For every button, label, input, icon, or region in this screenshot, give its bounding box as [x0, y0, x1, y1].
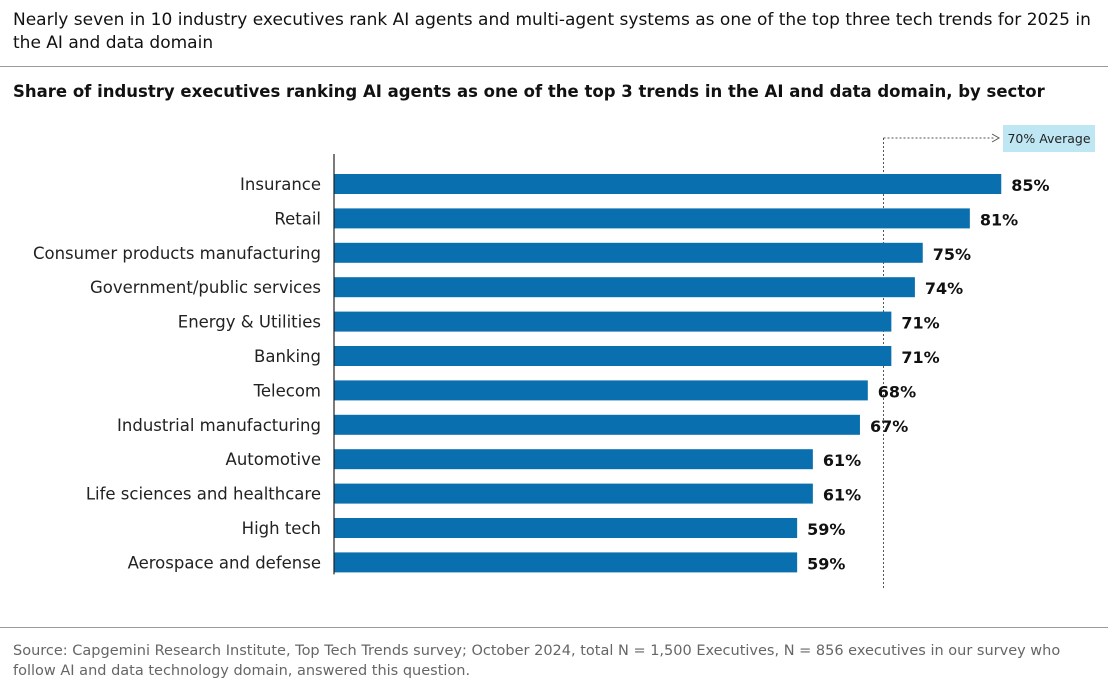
category-label: Life sciences and healthcare: [86, 485, 321, 504]
bar-2: [334, 242, 923, 263]
bar-5: [334, 346, 892, 366]
average-reference: 70% Average: [883, 125, 1095, 588]
category-label: Banking: [254, 347, 321, 366]
value-label: 61%: [823, 486, 861, 505]
value-label: 71%: [901, 348, 939, 367]
category-label: Consumer products manufacturing: [33, 244, 321, 263]
category-label: Aerospace and defense: [128, 553, 321, 572]
value-label: 68%: [878, 382, 916, 401]
bar-8: [334, 449, 813, 470]
category-label: Retail: [274, 209, 321, 228]
value-label: 85%: [1011, 176, 1049, 195]
bottom-divider: [0, 627, 1108, 628]
category-label: Insurance: [240, 175, 321, 194]
bar-0: [334, 174, 1002, 194]
value-label: 59%: [807, 554, 845, 573]
bars-group: Insurance 85% Retail 81% Consumer products m…: [33, 174, 1050, 573]
headline: Nearly seven in 10 industry executives r…: [13, 10, 1091, 53]
average-box: [1003, 125, 1095, 152]
category-label: Telecom: [253, 381, 321, 400]
average-arrow: [991, 133, 1001, 143]
category-label: Government/public services: [90, 278, 321, 297]
top-divider: [0, 66, 1108, 67]
bar-10: [334, 518, 798, 538]
bar-7: [334, 414, 860, 435]
category-label: High tech: [242, 519, 321, 538]
category-label: Automotive: [226, 450, 321, 469]
value-label: 71%: [901, 314, 939, 333]
bar-9: [334, 483, 813, 504]
value-label: 61%: [823, 451, 861, 470]
value-label: 67%: [870, 417, 908, 436]
value-label: 75%: [933, 245, 971, 264]
source-note: Source: Capgemini Research Institute, To…: [13, 643, 1061, 679]
bar-3: [334, 277, 915, 298]
bar-1: [334, 208, 970, 229]
chart-title: Share of industry executives ranking AI …: [13, 82, 1045, 101]
bar-11: [334, 552, 798, 573]
bar-chart: 70% Average Insurance 85% Retail 81% Consume…: [33, 125, 1095, 588]
value-label: 81%: [980, 210, 1018, 229]
category-label: Energy & Utilities: [178, 313, 321, 332]
bar-6: [334, 380, 868, 401]
category-label: Industrial manufacturing: [117, 416, 321, 435]
average-label: 70% Average: [1007, 131, 1090, 146]
value-label: 59%: [807, 520, 845, 539]
value-label: 74%: [925, 279, 963, 298]
bar-4: [334, 311, 892, 332]
